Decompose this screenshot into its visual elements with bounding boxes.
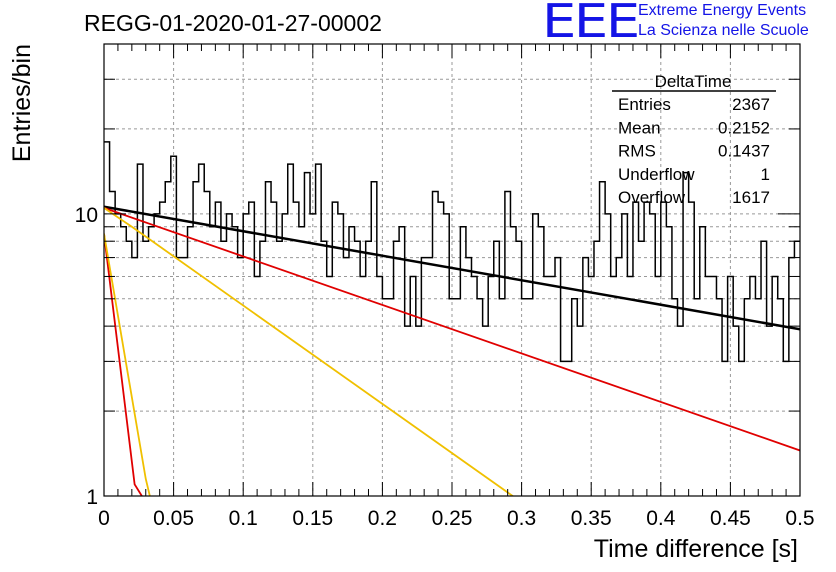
stats-row-value: 0.1437: [718, 142, 770, 161]
y-axis-label: Entries/bin: [8, 44, 36, 162]
x-tick-label: 0.05: [153, 507, 194, 530]
x-tick-label: 0.25: [432, 507, 473, 530]
x-axis-label: Time difference [s]: [594, 535, 798, 563]
stats-box: DeltaTime Entries 2367 Mean 0.2152 RMS 0.1437…: [612, 72, 776, 207]
stats-row-value: 1: [761, 165, 770, 184]
stats-title: DeltaTime: [655, 72, 732, 91]
fit-curve: [104, 233, 151, 496]
x-tick-label: 0.5: [785, 507, 814, 530]
x-tick-label: 0: [98, 507, 110, 530]
fit-curve: [104, 233, 143, 496]
x-tick-label: 0.4: [646, 507, 676, 530]
eee-logo: EEE: [542, 0, 640, 48]
x-tick-label: 0.45: [710, 507, 751, 530]
stats-row-label: RMS: [618, 142, 656, 161]
stats-row-value: 1617: [732, 188, 770, 207]
x-tick-label: 0.1: [229, 507, 258, 530]
x-tick-label: 0.35: [571, 507, 612, 530]
x-tick-label: 0.15: [292, 507, 333, 530]
logo-line-2: La Scienza nelle Scuole: [638, 22, 809, 39]
tick-labels: 0 0.05 0.1 0.15 0.2 0.25 0.3 0.35 0.4 0.45 0.5 1 10: [75, 204, 815, 530]
chart-title: REGG-01-2020-01-27-00002: [84, 10, 382, 36]
axis-ticks: [103, 43, 801, 497]
x-tick-label: 0.3: [507, 507, 536, 530]
stats-row-value: 0.2152: [718, 118, 770, 137]
fit-curve: [104, 207, 800, 452]
grid: [104, 43, 800, 496]
y-tick-label: 1: [86, 486, 98, 509]
stats-row-value: 2367: [732, 95, 770, 114]
logo-line-1: Extreme Energy Events: [638, 2, 807, 19]
stats-row-label: Underflow: [618, 165, 695, 184]
stats-row-label: Mean: [618, 118, 661, 137]
histogram-outline: [104, 141, 800, 363]
y-tick-label: 10: [75, 204, 98, 227]
stats-row-label: Overflow: [618, 188, 686, 207]
x-tick-label: 0.2: [368, 507, 397, 530]
stats-row-label: Entries: [618, 95, 671, 114]
fit-curve: [104, 205, 800, 331]
